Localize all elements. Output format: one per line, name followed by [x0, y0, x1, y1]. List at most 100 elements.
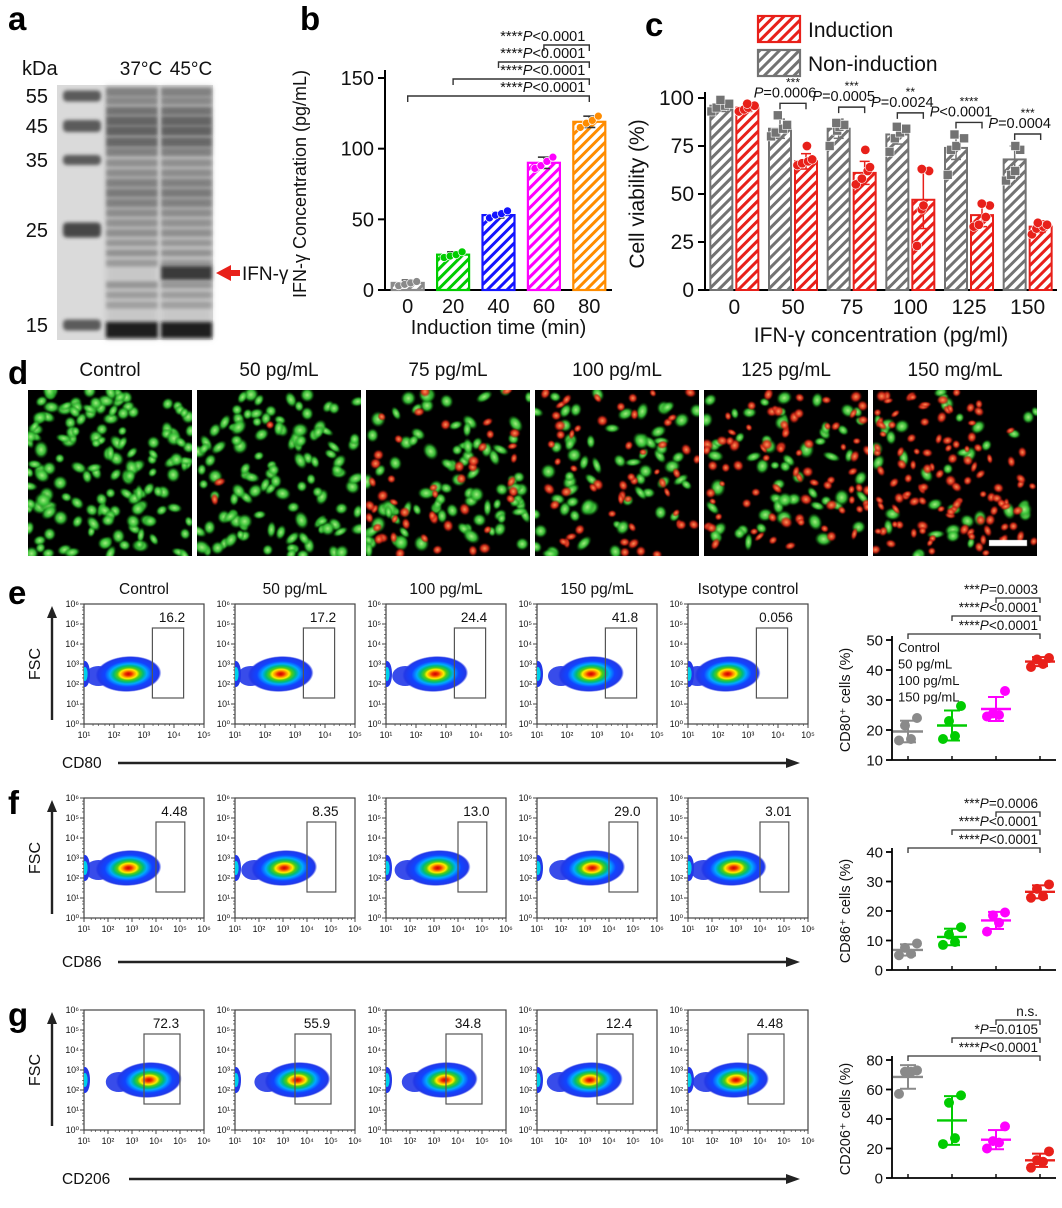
svg-text:60: 60	[866, 1082, 883, 1099]
micro-title-150: 150 mg/mL	[907, 360, 1003, 381]
svg-text:10⁶: 10⁶	[499, 1136, 513, 1146]
svg-text:10³: 10³	[519, 659, 532, 669]
svg-text:0: 0	[402, 296, 413, 318]
gate-value: 24.4	[461, 610, 488, 625]
gate-value: 8.35	[312, 804, 338, 819]
svg-text:***: ***	[845, 79, 859, 93]
svg-text:10¹: 10¹	[78, 1136, 91, 1146]
svg-text:10⁴: 10⁴	[602, 924, 616, 934]
svg-text:10⁶: 10⁶	[368, 793, 382, 803]
svg-text:10³: 10³	[730, 1136, 743, 1146]
svg-text:***P=0.0006: ***P=0.0006	[964, 796, 1038, 811]
svg-text:40: 40	[866, 845, 883, 862]
fluorescence-image-75	[366, 390, 530, 556]
svg-text:10⁴: 10⁴	[300, 924, 314, 934]
gate-value: 29.0	[614, 804, 640, 819]
svg-text:10²: 10²	[670, 679, 683, 689]
svg-text:10⁰: 10⁰	[670, 913, 684, 923]
svg-text:10¹: 10¹	[66, 893, 79, 903]
svg-text:10¹: 10¹	[670, 1105, 683, 1115]
svg-text:10⁴: 10⁴	[65, 639, 79, 649]
svg-text:10²: 10²	[108, 730, 121, 740]
svg-text:10²: 10²	[519, 679, 532, 689]
svg-text:45°C: 45°C	[170, 59, 212, 80]
svg-text:10⁵: 10⁵	[173, 1136, 187, 1146]
panel-d-label: d	[8, 354, 29, 391]
svg-text:10⁶: 10⁶	[217, 599, 231, 609]
svg-text:75: 75	[840, 296, 863, 319]
gate-value: 4.48	[757, 1016, 783, 1031]
svg-text:10⁵: 10⁵	[519, 619, 533, 629]
svg-text:80: 80	[866, 1053, 883, 1070]
gate-value: 72.3	[153, 1016, 179, 1031]
svg-text:10³: 10³	[742, 730, 755, 740]
svg-text:10⁶: 10⁶	[66, 793, 80, 803]
svg-text:0: 0	[875, 1171, 883, 1188]
svg-text:10³: 10³	[670, 1065, 683, 1075]
svg-text:35: 35	[26, 150, 48, 172]
svg-text:10²: 10²	[217, 679, 230, 689]
gate-value: 0.056	[759, 610, 793, 625]
gel-image: kDa 37°C 45°C 55 45 35 25 15 IFN-γ	[22, 58, 289, 340]
svg-text:10³: 10³	[368, 1065, 381, 1075]
svg-text:10¹: 10¹	[682, 1136, 695, 1146]
svg-text:30: 30	[866, 874, 883, 891]
svg-text:45: 45	[26, 116, 48, 138]
svg-text:10²: 10²	[670, 1085, 683, 1095]
svg-text:10¹: 10¹	[531, 1136, 544, 1146]
bar-chart-ifn-concentration: 0 50 100 150 IFN-γ Concentration (pg/mL) Indu…	[290, 29, 612, 339]
scatter-cd206: 0 20 40 60 80 CD206⁺ cells (%) ****P<0.0001 *P=…	[838, 1004, 1056, 1188]
svg-text:10⁴: 10⁴	[216, 833, 230, 843]
svg-text:10³: 10³	[440, 730, 453, 740]
svg-text:10²: 10²	[519, 1085, 532, 1095]
svg-text:10⁶: 10⁶	[197, 924, 211, 934]
svg-text:10¹: 10¹	[519, 1105, 532, 1115]
svg-text:10³: 10³	[368, 853, 381, 863]
svg-text:P=0.0004: P=0.0004	[988, 116, 1051, 132]
panel-c-label: c	[645, 6, 664, 43]
svg-text:10⁵: 10⁵	[66, 1025, 80, 1035]
svg-text:10⁰: 10⁰	[217, 719, 231, 729]
svg-text:10⁰: 10⁰	[670, 719, 684, 729]
svg-text:10⁶: 10⁶	[348, 1136, 362, 1146]
svg-text:10²: 10²	[712, 730, 725, 740]
svg-text:P=0.0024: P=0.0024	[871, 95, 934, 111]
svg-text:10⁵: 10⁵	[348, 730, 362, 740]
svg-text:10⁶: 10⁶	[368, 599, 382, 609]
svg-text:10⁵: 10⁵	[475, 924, 489, 934]
svg-text:20: 20	[866, 723, 883, 740]
svg-text:****P<0.0001: ****P<0.0001	[500, 29, 585, 45]
svg-text:10⁵: 10⁵	[670, 619, 684, 629]
svg-text:10⁴: 10⁴	[318, 730, 332, 740]
svg-text:P=0.0006: P=0.0006	[754, 85, 817, 101]
svg-text:10³: 10³	[66, 853, 79, 863]
svg-text:10³: 10³	[428, 924, 441, 934]
svg-text:10⁵: 10⁵	[368, 1025, 382, 1035]
svg-text:10⁵: 10⁵	[368, 813, 382, 823]
svg-text:Control: Control	[119, 581, 169, 598]
svg-text:10²: 10²	[217, 1085, 230, 1095]
svg-text:10¹: 10¹	[380, 924, 393, 934]
gate-value: 17.2	[310, 610, 336, 625]
svg-text:10¹: 10¹	[380, 1136, 393, 1146]
svg-text:10⁰: 10⁰	[66, 1125, 80, 1135]
svg-text:10³: 10³	[289, 730, 302, 740]
panel-e-label: e	[8, 574, 27, 611]
svg-text:****P<0.0001: ****P<0.0001	[959, 600, 1038, 615]
svg-text:CD206: CD206	[62, 1171, 110, 1188]
svg-text:10⁶: 10⁶	[197, 1136, 211, 1146]
svg-text:10³: 10³	[591, 730, 604, 740]
svg-text:37°C: 37°C	[120, 59, 162, 80]
svg-text:10²: 10²	[368, 679, 381, 689]
svg-text:10⁵: 10⁵	[670, 1025, 684, 1035]
svg-text:10⁵: 10⁵	[475, 1136, 489, 1146]
svg-text:10⁰: 10⁰	[368, 719, 382, 729]
svg-text:10⁶: 10⁶	[670, 1005, 684, 1015]
svg-text:10⁵: 10⁵	[670, 813, 684, 823]
svg-text:50: 50	[352, 209, 374, 231]
svg-text:10¹: 10¹	[78, 924, 91, 934]
svg-text:10²: 10²	[670, 873, 683, 883]
svg-text:10³: 10³	[579, 1136, 592, 1146]
svg-text:10¹: 10¹	[66, 1105, 79, 1115]
